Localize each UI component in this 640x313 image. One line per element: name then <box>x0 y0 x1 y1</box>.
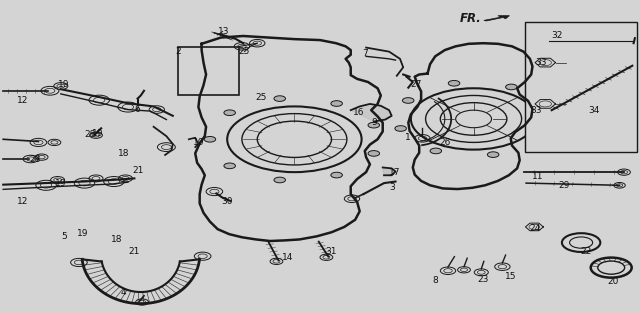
Text: 23: 23 <box>477 275 489 284</box>
Text: 25: 25 <box>255 93 267 101</box>
Text: 4: 4 <box>121 288 126 297</box>
Text: 10: 10 <box>193 138 204 147</box>
Circle shape <box>331 101 342 106</box>
Circle shape <box>403 98 414 103</box>
Text: 30: 30 <box>221 198 232 206</box>
Bar <box>178 47 239 95</box>
Text: 28: 28 <box>29 155 41 164</box>
Text: 9: 9 <box>372 118 377 126</box>
Text: 2: 2 <box>175 47 180 56</box>
Text: 5: 5 <box>61 232 67 241</box>
Text: 31: 31 <box>326 247 337 256</box>
Text: 21: 21 <box>132 166 143 175</box>
Text: 17: 17 <box>389 168 401 177</box>
Text: 22: 22 <box>580 248 591 256</box>
Text: 18: 18 <box>118 150 129 158</box>
Text: 19: 19 <box>77 229 89 238</box>
Text: 7: 7 <box>362 49 367 58</box>
Circle shape <box>430 148 442 154</box>
Text: 25: 25 <box>239 47 250 56</box>
Text: 6: 6 <box>135 105 140 114</box>
Circle shape <box>204 136 216 142</box>
Circle shape <box>541 106 552 112</box>
Circle shape <box>533 135 545 140</box>
Text: 26: 26 <box>439 138 451 147</box>
Text: 1: 1 <box>406 133 411 142</box>
Text: 14: 14 <box>282 253 294 262</box>
Text: 27: 27 <box>410 80 422 89</box>
Polygon shape <box>484 16 509 21</box>
Circle shape <box>331 172 342 178</box>
Text: 16: 16 <box>353 108 364 117</box>
Text: 20: 20 <box>607 277 619 286</box>
Text: 18: 18 <box>111 235 122 244</box>
Circle shape <box>224 110 236 115</box>
Circle shape <box>488 152 499 157</box>
Circle shape <box>274 177 285 183</box>
Text: 21: 21 <box>129 247 140 256</box>
Polygon shape <box>383 167 396 175</box>
Text: 19: 19 <box>92 129 103 137</box>
Text: 13: 13 <box>218 27 230 36</box>
Circle shape <box>368 151 380 156</box>
Text: FR.: FR. <box>460 12 482 25</box>
Circle shape <box>448 80 460 86</box>
Circle shape <box>395 126 406 131</box>
Text: 3: 3 <box>389 183 394 192</box>
Text: 19: 19 <box>55 179 67 187</box>
Text: 28: 28 <box>84 130 95 139</box>
Text: 24: 24 <box>529 224 541 233</box>
Text: 33: 33 <box>535 58 547 67</box>
Text: 12: 12 <box>17 198 28 206</box>
Text: 29: 29 <box>559 181 570 190</box>
Polygon shape <box>351 104 392 121</box>
Bar <box>525 22 637 152</box>
Text: 32: 32 <box>551 31 563 40</box>
Text: 33: 33 <box>531 106 542 115</box>
Text: 15: 15 <box>505 272 516 280</box>
Text: 19: 19 <box>58 80 70 89</box>
Text: 34: 34 <box>588 106 600 115</box>
Circle shape <box>506 84 517 90</box>
Circle shape <box>224 163 236 169</box>
Text: 11: 11 <box>532 172 543 181</box>
Text: 12: 12 <box>17 96 28 105</box>
Circle shape <box>368 122 380 128</box>
Circle shape <box>274 96 285 101</box>
Text: 8: 8 <box>433 276 438 285</box>
